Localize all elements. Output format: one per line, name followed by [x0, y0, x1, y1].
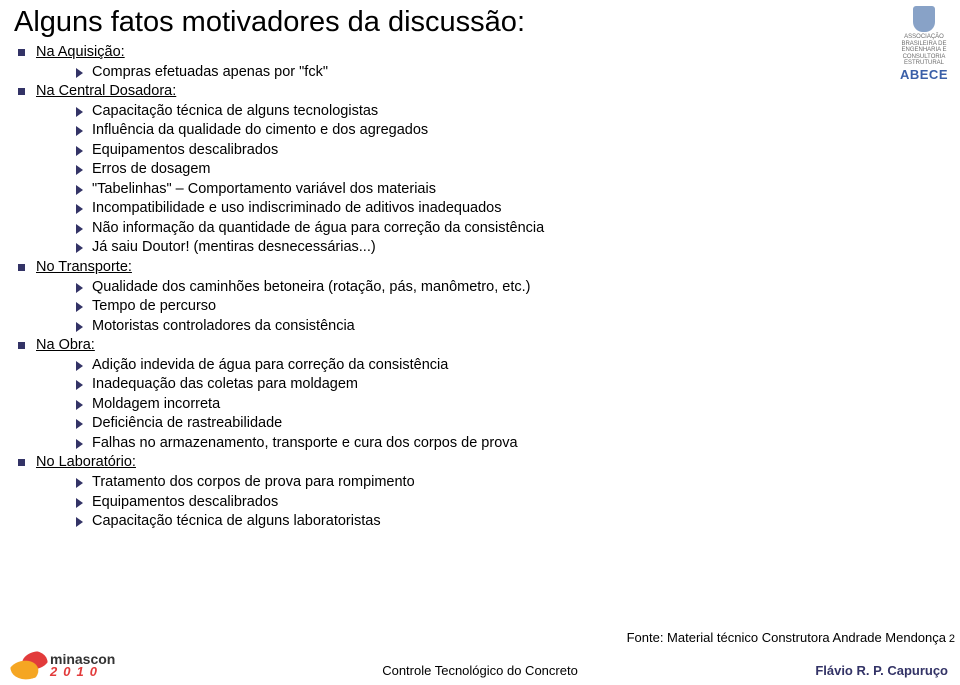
list-item: Tempo de percurso: [14, 297, 946, 316]
list-item: Falhas no armazenamento, transporte e cu…: [14, 434, 946, 453]
list-item: Inadequação das coletas para moldagem: [14, 375, 946, 394]
list-item: Capacitação técnica de alguns tecnologis…: [14, 102, 946, 121]
swoosh-icon: [7, 647, 51, 684]
list-item: Qualidade dos caminhões betoneira (rotaç…: [14, 278, 946, 297]
list-item: Incompatibilidade e uso indiscriminado d…: [14, 199, 946, 218]
list-item: Não informação da quantidade de água par…: [14, 219, 946, 238]
slide-content: Na Aquisição: Compras efetuadas apenas p…: [0, 43, 960, 531]
footer-center-text: Controle Tecnológico do Concreto: [382, 663, 578, 678]
list-item: Deficiência de rastreabilidade: [14, 414, 946, 433]
section-heading: Na Obra:: [14, 336, 946, 355]
shield-icon: [913, 6, 935, 32]
list-item: Erros de dosagem: [14, 160, 946, 179]
section-heading: No Laboratório:: [14, 453, 946, 472]
section-heading: No Transporte:: [14, 258, 946, 277]
list-item: Motoristas controladores da consistência: [14, 317, 946, 336]
list-item: Já saiu Doutor! (mentiras desnecessárias…: [14, 238, 946, 257]
list-item: Compras efetuadas apenas por "fck": [14, 63, 946, 82]
list-item: Influência da qualidade do cimento e dos…: [14, 121, 946, 140]
logo-minascon: minascon 2010: [10, 645, 140, 681]
logo-assoc-line: ASSOCIAÇÃO: [900, 34, 948, 41]
footer-author: Flávio R. P. Capuruço: [815, 663, 948, 678]
heading-text: Na Central Dosadora:: [36, 83, 176, 99]
section-heading: Na Central Dosadora:: [14, 82, 946, 101]
heading-text: Na Aquisição:: [36, 44, 125, 60]
slide-title: Alguns fatos motivadores da discussão:: [0, 0, 960, 43]
minascon-year: 2010: [50, 664, 103, 679]
list-item: Moldagem incorreta: [14, 395, 946, 414]
list-item: "Tabelinhas" – Comportamento variável do…: [14, 180, 946, 199]
slide-footer: minascon 2010 Controle Tecnológico do Co…: [0, 643, 960, 685]
list-item: Tratamento dos corpos de prova para romp…: [14, 473, 946, 492]
heading-text: No Laboratório:: [36, 454, 136, 470]
heading-text: No Transporte:: [36, 259, 132, 275]
heading-text: Na Obra:: [36, 337, 95, 353]
list-item: Equipamentos descalibrados: [14, 141, 946, 160]
list-item: Equipamentos descalibrados: [14, 493, 946, 512]
list-item: Adição indevida de água para correção da…: [14, 356, 946, 375]
section-heading: Na Aquisição:: [14, 43, 946, 62]
list-item: Capacitação técnica de alguns laboratori…: [14, 512, 946, 531]
